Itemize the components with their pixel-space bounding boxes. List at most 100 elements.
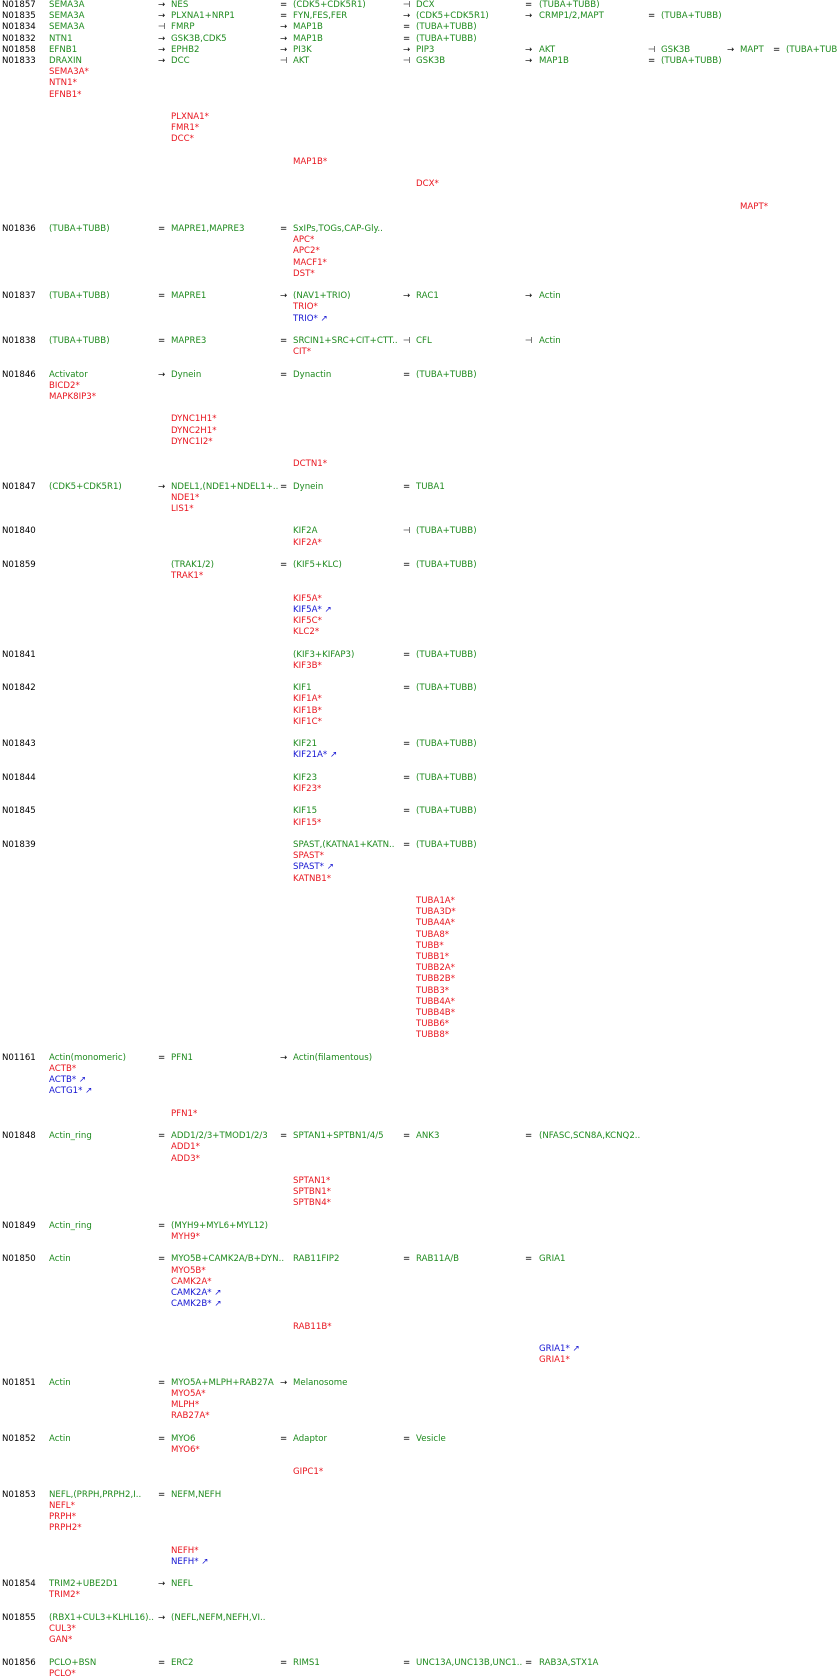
pathway-node: Actin [539,336,561,346]
pathway-node: (TUBA+TUBB) [416,560,477,570]
pathway-node: Actin [49,1433,71,1444]
gene-variant: APC* [293,235,315,246]
relation-symbol: = [280,0,288,10]
pathway-node: Dynactin [293,369,332,380]
pathway-node: KIF23 [293,772,318,783]
gene-variant: MLPH* [171,1400,200,1410]
pathway-node: GRIA1 [539,1254,566,1265]
gene-variant: PRPH2* [49,1523,82,1534]
pathway-id: N01855 [2,1612,36,1623]
relation-symbol: → [158,481,166,492]
gene-variant: FMR1* [171,123,200,134]
relation-symbol: = [525,1254,533,1265]
relation-symbol: = [280,224,288,234]
pathway-id: N01852 [2,1433,36,1444]
relation-symbol: = [525,0,533,10]
pathway-node: MYO6 [171,1433,196,1444]
pathway-id: N01841 [2,649,36,660]
pathway-node: (CDK5+CDK5R1) [416,11,489,22]
gene-variant: TUBB* [416,940,444,951]
gene-variant: TRIM2* [49,1590,80,1601]
relation-symbol: = [158,224,166,234]
relation-symbol: = [158,1052,166,1063]
relation-symbol: = [280,481,288,492]
pathway-node: NES [171,0,189,10]
relation-symbol: = [158,1254,166,1265]
pathway-node: (NEFL,NEFM,NEFH,VI.. [171,1612,266,1623]
relation-symbol: = [280,1433,288,1444]
relation-symbol: → [525,11,533,22]
pathway-node: UNC13A,UNC13B,UNC1.. [416,1657,523,1668]
pathway-node: KIF15 [293,806,318,817]
gene-variant: APC2* [293,246,320,257]
gene-variant: KATNB1* [293,873,332,884]
gene-variant: TUBB3* [416,985,450,996]
gene-variant: KIF1B* [293,705,322,716]
pathway-id: N01835 [2,11,36,22]
gene-variant: PLXNA1* [171,112,209,122]
relation-symbol: = [525,1657,533,1668]
gene-variant: DYNC2H1* [171,425,217,436]
pathway-id: N01859 [2,560,36,570]
pathway-node: (NAV1+TRIO) [293,291,351,302]
pathway-node: Dynein [171,369,202,380]
gene-variant: DCC* [171,134,194,145]
relation-symbol: → [158,11,166,22]
gene-variant: RAB11B* [293,1321,332,1332]
pathway-node: Actin_ring [49,1220,92,1231]
pathway-node: SEMA3A [49,0,85,10]
relation-symbol: = [403,649,411,660]
gene-variant: PFN1* [171,1108,198,1119]
relation-symbol: → [403,11,411,22]
relation-symbol: = [403,806,411,817]
gene-variant: SEMA3A* [49,67,89,78]
gene-variant: LIS1* [171,504,194,514]
relation-symbol: = [403,683,411,694]
pathway-node: MAPRE1 [171,291,207,302]
relation-symbol: = [403,481,411,492]
pathway-node: CFL [416,336,432,346]
pathway-node: Activator [49,369,88,380]
gene-variant-up: KIF21A* ↗ [293,750,338,761]
pathway-node: SxIPs,TOGs,CAP-Gly.. [293,224,383,234]
gene-variant: ADD3* [171,1153,200,1164]
pathway-node: RAB11A/B [416,1254,460,1265]
pathway-id: N01840 [2,526,36,537]
pathway-node: PCLO+BSN [49,1657,97,1668]
gene-variant: TUBB8* [416,1030,450,1041]
gene-variant: GRIA1* [539,1355,570,1366]
pathway-node: (TUBA+TUBB) [49,224,110,234]
gene-variant: CUL3* [49,1624,76,1634]
pathway-id: N01847 [2,481,36,492]
gene-variant-up: CAMK2A* ↗ [171,1288,222,1298]
pathway-node: TRIM2+UBE2D1 [49,1579,119,1590]
pathway-node: (TUBA+TUBB) [786,44,837,55]
relation-symbol: → [525,291,533,302]
gene-variant: TRIO* [293,302,318,313]
relation-symbol: = [525,1131,533,1142]
pathway-node: (TUBA+TUBB) [416,649,477,660]
pathway-node: ADD1/2/3+TMOD1/2/3 [171,1131,268,1142]
relation-symbol: → [158,44,166,55]
pathway-node: RAB3A,STX1A [539,1657,599,1668]
pathway-id: N01161 [2,1052,36,1063]
relation-symbol: → [158,369,166,380]
pathway-node: (TUBA+TUBB) [49,336,110,346]
gene-variant: PCLO* [49,1668,76,1679]
gene-variant: GAN* [49,1635,73,1646]
pathway-node: (TUBA+TUBB) [416,22,477,33]
gene-variant: TUBA8* [416,929,450,940]
gene-variant: BICD2* [49,380,80,391]
pathway-id: N01858 [2,44,36,55]
relation-symbol: = [403,1433,411,1444]
relation-symbol: = [158,291,166,302]
relation-symbol: → [280,1377,288,1388]
relation-symbol: = [280,369,288,380]
relation-symbol: = [773,44,781,55]
relation-symbol: = [280,336,288,346]
pathway-node: Actin(monomeric) [49,1052,126,1063]
gene-variant: TUBB2A* [416,963,455,974]
gene-variant-up: ACTG1* ↗ [49,1086,93,1097]
gene-variant: TUBB1* [416,952,450,962]
